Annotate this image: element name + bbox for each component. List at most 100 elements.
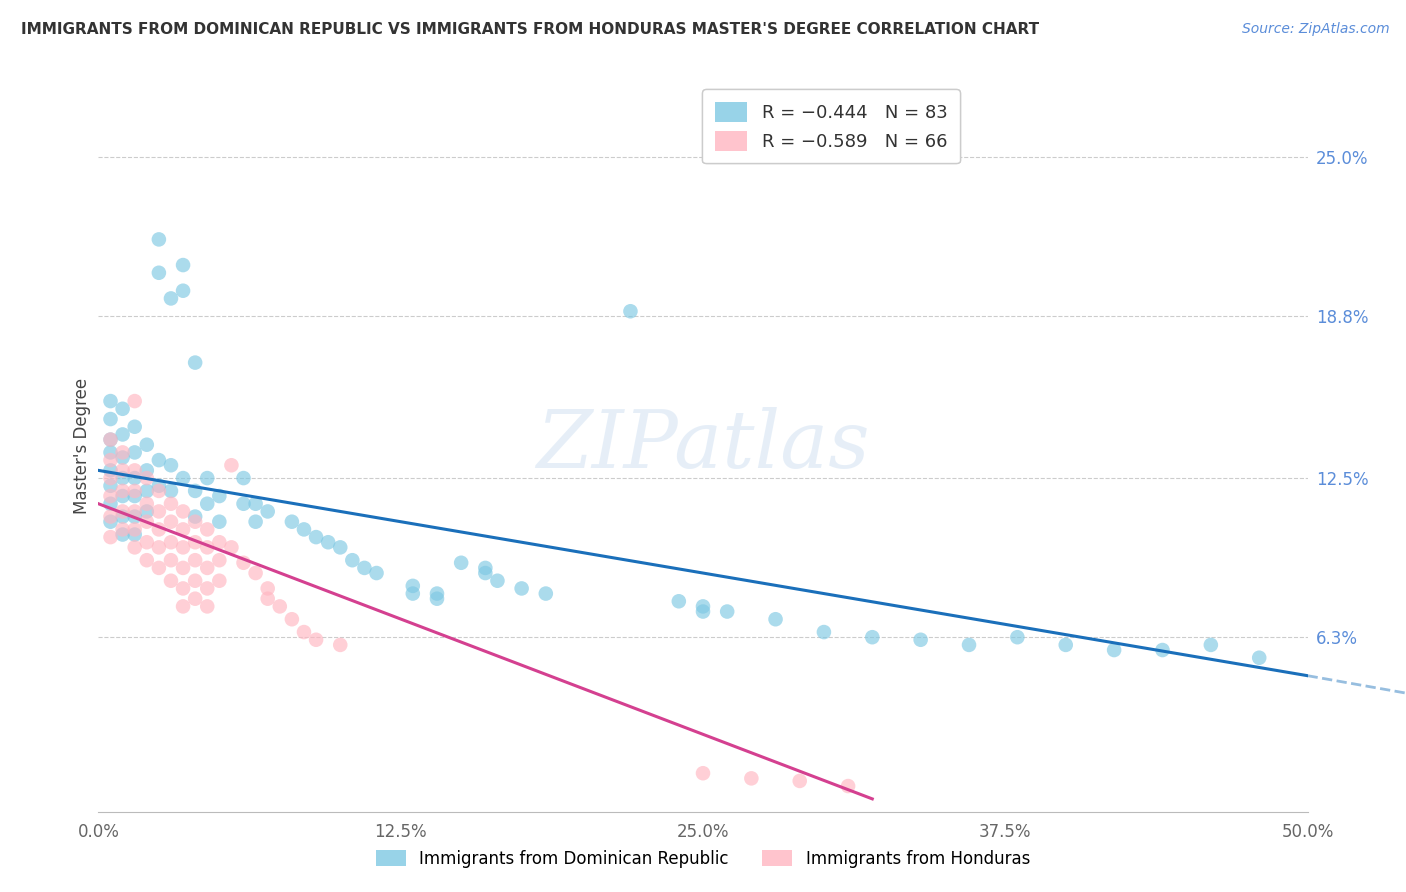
Point [1102, 643, 1125, 657]
Point [100, 509, 122, 524]
Point [160, 535, 183, 549]
Point [837, 779, 859, 793]
Point [426, 586, 449, 600]
Point [100, 479, 122, 493]
Point [256, 591, 278, 606]
Point [124, 523, 146, 537]
Point [148, 266, 170, 280]
Point [148, 479, 170, 493]
Point [172, 284, 194, 298]
Point [184, 355, 207, 369]
Point [135, 483, 157, 498]
Legend: R = −0.444   N = 83, R = −0.589   N = 66: R = −0.444 N = 83, R = −0.589 N = 66 [702, 89, 960, 163]
Point [184, 515, 207, 529]
Point [135, 553, 157, 567]
Point [221, 541, 243, 555]
Point [184, 574, 207, 588]
Point [124, 527, 146, 541]
Point [160, 497, 183, 511]
Point [245, 497, 267, 511]
Point [172, 471, 194, 485]
Point [353, 561, 375, 575]
Point [292, 523, 315, 537]
Point [232, 556, 254, 570]
Point [111, 450, 134, 465]
Text: Source: ZipAtlas.com: Source: ZipAtlas.com [1241, 22, 1389, 37]
Point [111, 401, 134, 416]
Point [100, 515, 122, 529]
Point [124, 541, 146, 555]
Point [135, 504, 157, 518]
Point [124, 483, 146, 498]
Point [232, 497, 254, 511]
Point [292, 625, 315, 640]
Point [305, 632, 328, 647]
Point [245, 515, 267, 529]
Point [450, 556, 472, 570]
Point [474, 561, 496, 575]
Point [860, 630, 883, 644]
Point [172, 561, 194, 575]
Point [269, 599, 291, 614]
Legend: Immigrants from Dominican Republic, Immigrants from Honduras: Immigrants from Dominican Republic, Immi… [370, 844, 1036, 875]
Point [100, 433, 122, 447]
Point [789, 773, 811, 788]
Point [195, 497, 218, 511]
Point [124, 509, 146, 524]
Point [1152, 643, 1174, 657]
Point [148, 504, 170, 518]
Point [148, 483, 170, 498]
Point [256, 582, 278, 596]
Point [184, 483, 207, 498]
Point [486, 574, 509, 588]
Point [208, 515, 231, 529]
Point [124, 471, 146, 485]
Point [135, 438, 157, 452]
Point [208, 574, 231, 588]
Point [148, 232, 170, 246]
Point [160, 483, 183, 498]
Point [245, 566, 267, 580]
Point [692, 599, 714, 614]
Point [160, 458, 183, 473]
Point [184, 509, 207, 524]
Point [100, 394, 122, 409]
Point [100, 412, 122, 426]
Point [692, 605, 714, 619]
Point [195, 523, 218, 537]
Point [195, 582, 218, 596]
Point [1054, 638, 1077, 652]
Point [910, 632, 932, 647]
Point [329, 541, 352, 555]
Point [305, 530, 328, 544]
Point [124, 419, 146, 434]
Point [366, 566, 388, 580]
Point [135, 535, 157, 549]
Point [208, 489, 231, 503]
Point [111, 445, 134, 459]
Point [172, 599, 194, 614]
Point [474, 566, 496, 580]
Point [111, 483, 134, 498]
Point [100, 471, 122, 485]
Point [184, 591, 207, 606]
Point [111, 504, 134, 518]
Point [135, 471, 157, 485]
Point [1199, 638, 1222, 652]
Point [195, 541, 218, 555]
Point [111, 427, 134, 442]
Point [100, 463, 122, 477]
Point [1007, 630, 1029, 644]
Point [124, 463, 146, 477]
Point [135, 497, 157, 511]
Point [813, 625, 835, 640]
Point [135, 515, 157, 529]
Point [148, 523, 170, 537]
Point [124, 394, 146, 409]
Point [100, 445, 122, 459]
Point [148, 541, 170, 555]
Point [316, 535, 339, 549]
Point [172, 541, 194, 555]
Y-axis label: Master's Degree: Master's Degree [73, 378, 91, 514]
Point [100, 433, 122, 447]
